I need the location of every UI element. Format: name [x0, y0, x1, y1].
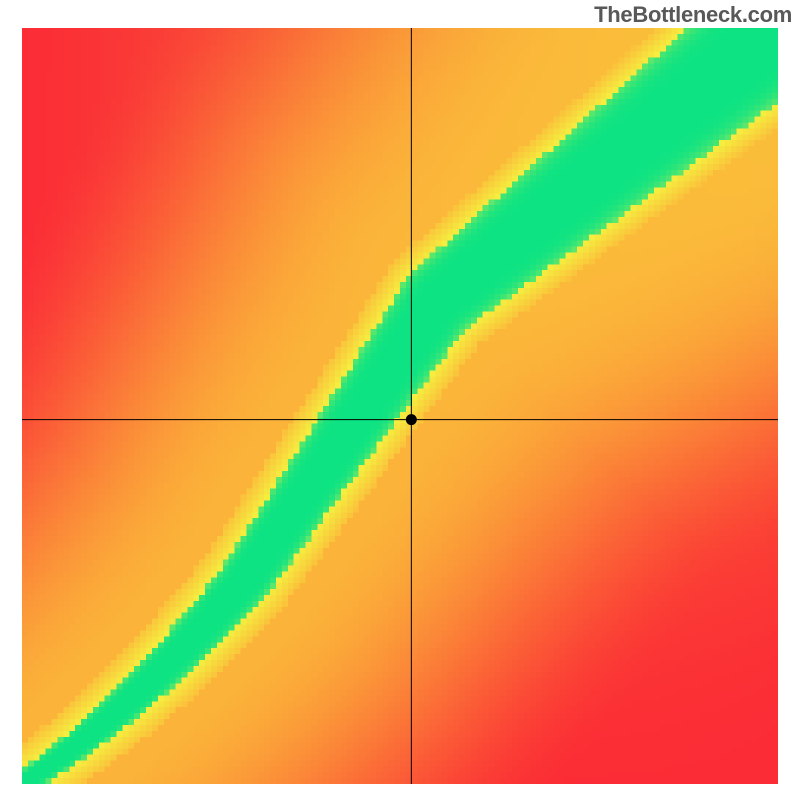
watermark-text: TheBottleneck.com	[594, 2, 792, 28]
heatmap-canvas	[22, 28, 778, 784]
heatmap-chart	[22, 28, 778, 784]
